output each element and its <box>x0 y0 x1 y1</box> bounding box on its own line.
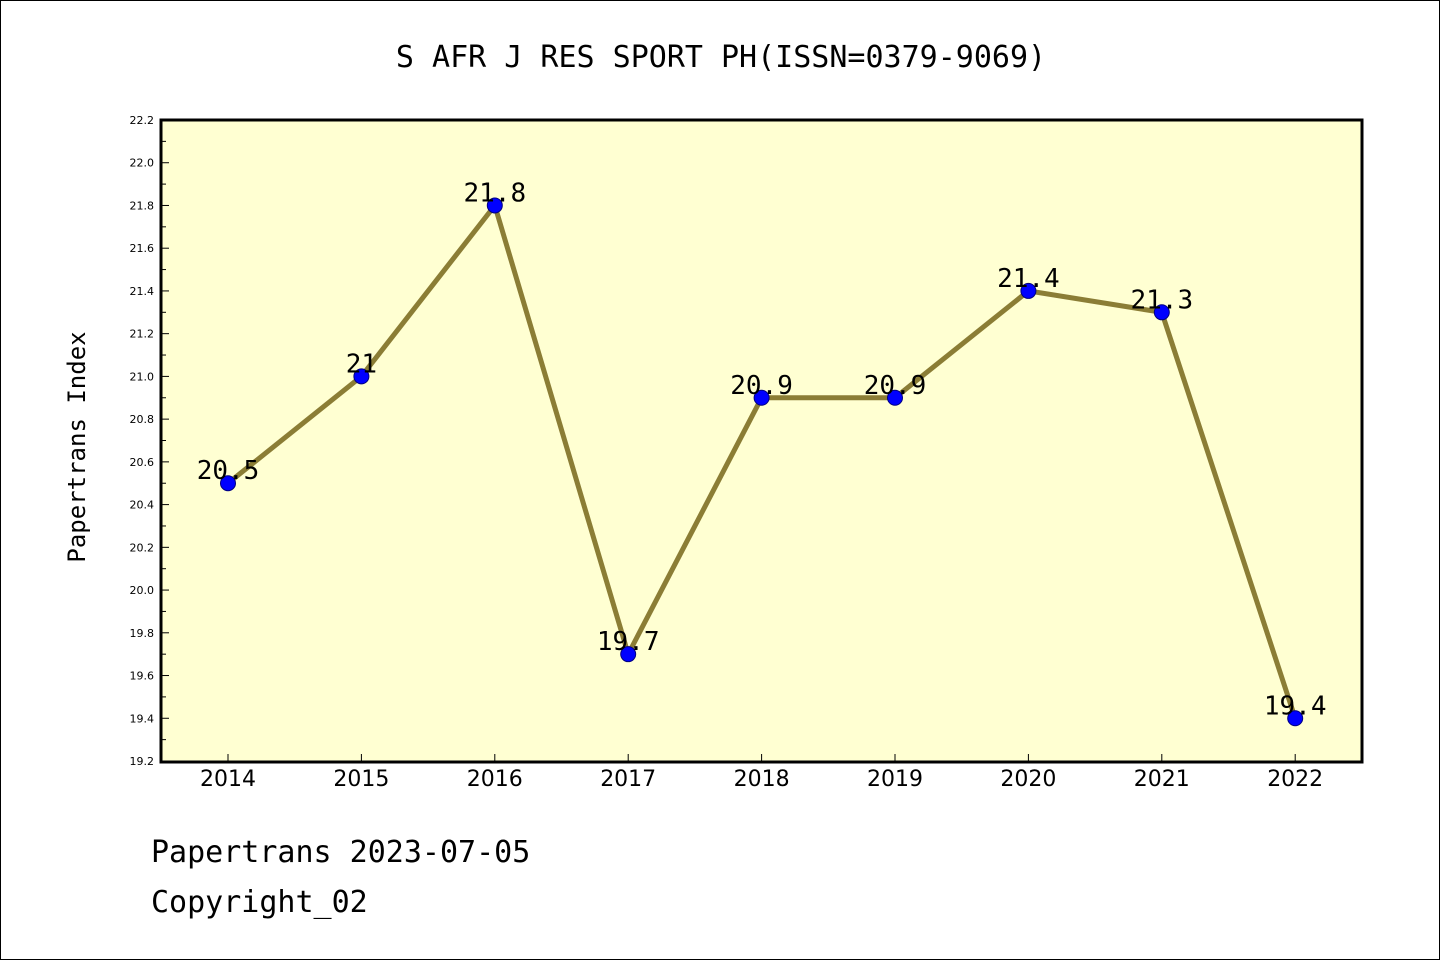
plot-area <box>159 118 1364 764</box>
data-label: 21.8 <box>463 178 526 208</box>
data-label: 20.5 <box>197 456 260 486</box>
y-tick-label: 21.2 <box>130 328 155 341</box>
y-tick-label: 22.2 <box>130 114 155 127</box>
y-tick-label: 21.4 <box>130 285 155 298</box>
y-tick-label: 20.0 <box>130 584 155 597</box>
x-tick-label: 2018 <box>734 767 790 792</box>
data-label: 21 <box>346 349 377 379</box>
y-tick-label: 19.2 <box>130 755 155 768</box>
data-point <box>1287 710 1304 727</box>
x-tick-label: 2021 <box>1134 767 1190 792</box>
data-point <box>353 368 370 385</box>
data-point <box>753 389 770 406</box>
y-axis-label: Papertrans Index <box>63 331 91 562</box>
x-tick-label: 2022 <box>1267 767 1323 792</box>
data-point <box>620 646 637 663</box>
data-label: 21.4 <box>997 264 1060 294</box>
x-tick-label: 2014 <box>200 767 256 792</box>
footer-date: Papertrans 2023-07-05 <box>151 835 531 870</box>
data-label: 19.4 <box>1264 691 1327 721</box>
data-label: 19.7 <box>597 627 660 657</box>
y-tick-label: 20.4 <box>130 499 155 512</box>
y-tick-label: 21.0 <box>130 370 155 383</box>
x-axis: 2014 2015 2016 2017 2018 2019 2020 2021 2022 <box>200 754 1323 792</box>
data-point <box>220 475 236 492</box>
y-tick-label: 20.6 <box>130 456 155 469</box>
footer-copyright: Copyright_02 <box>151 885 368 920</box>
x-tick-label: 2019 <box>867 767 923 792</box>
data-point <box>1153 304 1170 321</box>
series-layer <box>220 197 1304 727</box>
chart-title: S AFR J RES SPORT PH(ISSN=0379-9069) <box>396 40 1046 75</box>
data-point <box>486 197 503 214</box>
y-tick-label: 20.2 <box>130 541 155 554</box>
data-label: 20.9 <box>864 371 927 401</box>
y-tick-label: 20.8 <box>130 413 155 426</box>
data-point <box>1020 282 1037 299</box>
data-point <box>887 389 903 406</box>
data-label: 20.9 <box>730 371 793 401</box>
x-tick-label: 2016 <box>467 767 523 792</box>
y-tick-label: 21.8 <box>130 199 155 212</box>
data-label-layer: 20.5 21 21.8 19.7 20.9 20.9 21.4 21.3 19.4 <box>197 178 1327 721</box>
y-tick-label: 19.8 <box>130 627 155 640</box>
x-tick-label: 2020 <box>1000 767 1056 792</box>
y-tick-label: 19.4 <box>130 712 155 725</box>
x-tick-label: 2015 <box>333 767 389 792</box>
x-tick-label: 2017 <box>600 767 656 792</box>
y-tick-label: 21.6 <box>130 242 155 255</box>
y-axis: 19.2 19.4 19.6 19.8 20.0 20.2 20.4 20.6 20.8 21.0… <box>130 114 169 768</box>
y-tick-label: 19.6 <box>130 670 155 683</box>
y-tick-label: 22.0 <box>130 157 155 170</box>
data-label: 21.3 <box>1130 285 1193 315</box>
